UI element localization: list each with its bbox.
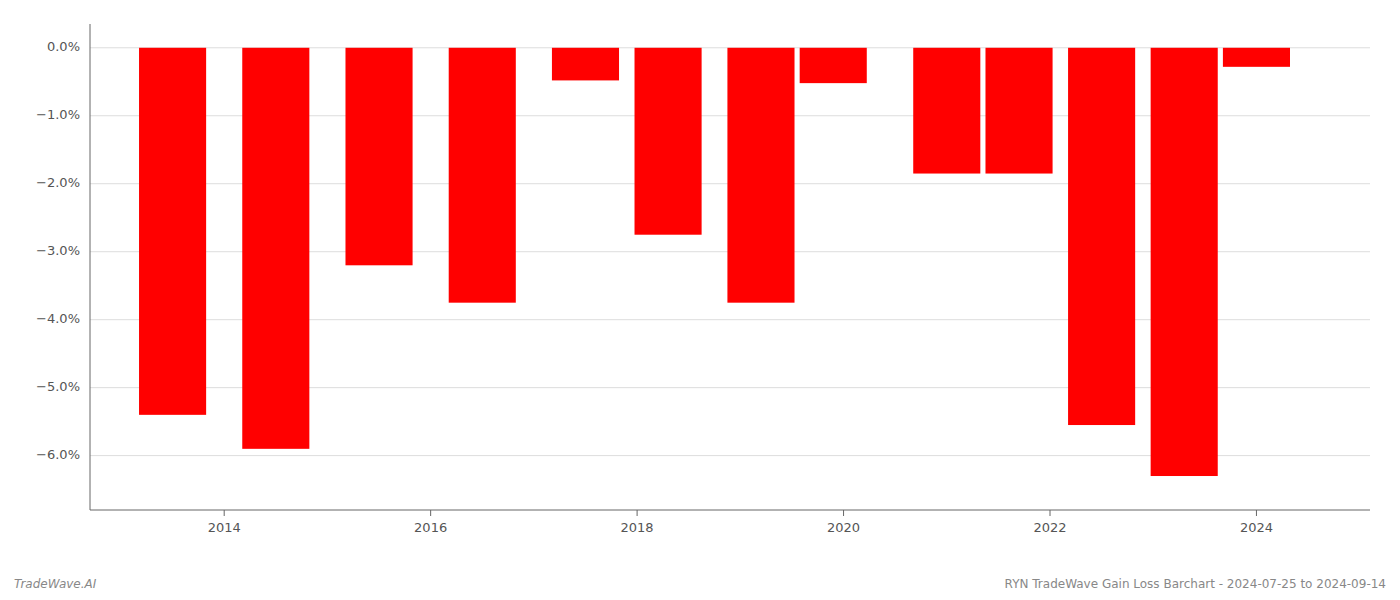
y-tick-label: −4.0% [36,311,80,326]
bar [139,48,206,415]
bar [449,48,516,303]
x-tick-label: 2018 [621,520,654,535]
chart-svg: 0.0%−1.0%−2.0%−3.0%−4.0%−5.0%−6.0%201420… [0,0,1400,600]
bar [985,48,1052,174]
x-axis-line [90,510,1370,511]
x-tick [637,510,638,516]
x-tick-label: 2024 [1240,520,1273,535]
bar [1223,48,1290,67]
y-tick-labels: 0.0% −1.0% −2.0% −3.0% −4.0% −5.0% −6.0% [36,39,80,462]
x-tick [430,510,431,516]
bar [1068,48,1135,425]
x-tick-label: 2022 [1033,520,1066,535]
x-ticks: 2014 2016 2018 2020 2022 2024 [208,510,1273,535]
bar [913,48,980,174]
bar [727,48,794,303]
y-tick-label: −2.0% [36,175,80,190]
y-tick-label: 0.0% [47,39,80,54]
x-tick-label: 2014 [208,520,241,535]
bars [139,48,1290,476]
bar [800,48,867,83]
footer-right: RYN TradeWave Gain Loss Barchart - 2024-… [1005,577,1386,591]
x-tick [1050,510,1051,516]
x-tick [1256,510,1257,516]
y-tick-label: −3.0% [36,243,80,258]
y-tick-label: −1.0% [36,107,80,122]
x-tick [843,510,844,516]
y-tick-label: −5.0% [36,379,80,394]
background [0,0,1400,600]
footer-left: TradeWave.AI [14,577,97,591]
x-tick [224,510,225,516]
bar [345,48,412,266]
bar [635,48,702,235]
bar [1151,48,1218,476]
x-tick-label: 2020 [827,520,860,535]
chart-container: 0.0%−1.0%−2.0%−3.0%−4.0%−5.0%−6.0%201420… [0,0,1400,600]
bar [552,48,619,81]
x-tick-label: 2016 [414,520,447,535]
y-tick-label: −6.0% [36,447,80,462]
y-axis-line [90,24,91,510]
bar [242,48,309,449]
